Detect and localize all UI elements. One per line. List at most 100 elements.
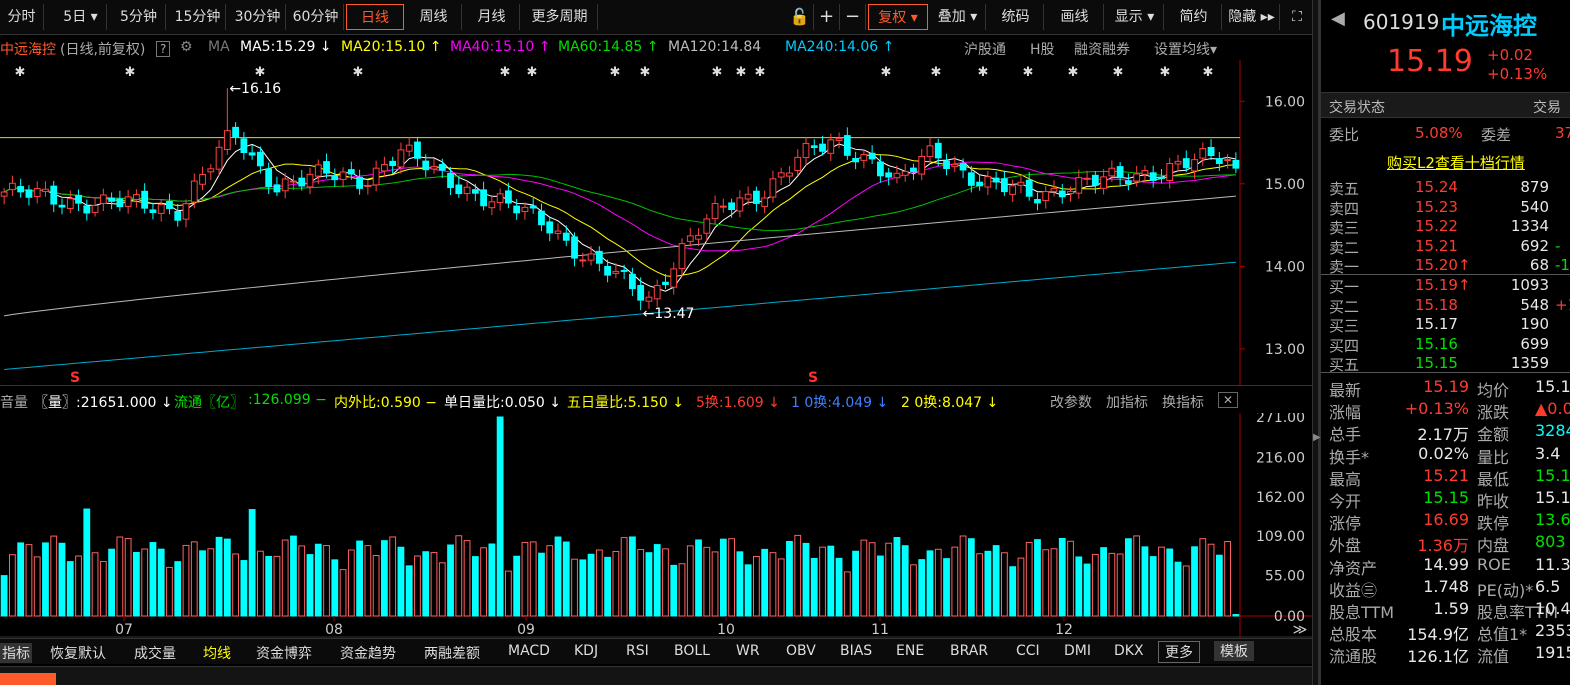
splitter-arrow-icon[interactable]: ▶ <box>1313 432 1321 443</box>
tab-monthly[interactable]: 月线 <box>464 4 520 30</box>
candle-body <box>686 235 694 242</box>
scroll-right-icon[interactable]: ≫ <box>1293 622 1308 638</box>
candle-body <box>653 284 661 300</box>
tab-daily[interactable]: 日线 <box>346 4 404 30</box>
volume-bar <box>1158 546 1165 617</box>
draw-line-button[interactable]: 画线 <box>1046 4 1104 30</box>
tab-30min[interactable]: 30分钟 <box>230 4 286 30</box>
tab-more[interactable]: 更多 <box>1158 641 1200 663</box>
vol-lt-label: 流通〖亿〗 <box>174 395 244 411</box>
fullscreen-icon[interactable]: ⛶ <box>1292 9 1302 25</box>
bid-row[interactable]: 买五 15.15 1359 <box>1329 354 1570 375</box>
candle-body <box>885 172 893 178</box>
volume-bar <box>298 545 306 617</box>
event-marker-icon: ✱ <box>736 65 747 80</box>
link-margin[interactable]: 融资融券 <box>1074 42 1130 58</box>
kline-chart[interactable]: 16.00 15.00 14.00 13.00 ←16.16 ←13.47 ✱ ✱ ✱ ✱ ✱ ✱ ✱ ✱… <box>0 60 1312 386</box>
tab-margin-diff[interactable]: 两融差额 <box>424 646 480 662</box>
ask-row[interactable]: 卖四 15.23 540 <box>1329 198 1570 219</box>
tab-5day[interactable]: 5日 ▾ <box>55 4 107 30</box>
tab-cci[interactable]: CCI <box>1016 643 1040 659</box>
volume-bar <box>223 538 231 617</box>
candle-body <box>711 203 719 220</box>
stat-value: 0.02% <box>1418 443 1469 463</box>
link-hshare[interactable]: H股 <box>1030 42 1055 58</box>
tab-15min[interactable]: 15分钟 <box>170 4 226 30</box>
help-icon[interactable]: ? <box>156 41 171 57</box>
link-switch-indicator[interactable]: 换指标 <box>1162 395 1204 411</box>
ask-row[interactable]: 卖五 15.24 879 <box>1329 178 1570 199</box>
tab-bias[interactable]: BIAS <box>840 643 873 659</box>
tab-ma[interactable]: 均线 <box>203 646 231 662</box>
tab-dkx[interactable]: DKX <box>1114 643 1144 659</box>
tab-rsi[interactable]: RSI <box>626 643 649 659</box>
ask-row[interactable]: 卖二 15.21 692 - <box>1329 237 1570 258</box>
tab-60min[interactable]: 60分钟 <box>288 4 344 30</box>
panel-splitter[interactable]: ▶ <box>1312 0 1321 685</box>
volume-bar <box>58 542 66 617</box>
candle-body <box>323 161 330 174</box>
volume-chart[interactable]: 271.00 216.00 162.00 109.00 55.00 0.00 07 08 09 1… <box>0 413 1312 638</box>
tab-weekly[interactable]: 周线 <box>406 4 462 30</box>
lock-icon[interactable]: 🔓 <box>786 4 814 30</box>
tab-fund-trend[interactable]: 资金趋势 <box>340 646 396 662</box>
vol-drlb: 单日量比:0.050 ↓ <box>444 395 561 411</box>
vol-h20: 2 0换:8.047 ↓ <box>901 395 999 411</box>
link-add-indicator[interactable]: 加指标 <box>1106 395 1148 411</box>
link-set-ma[interactable]: 设置均线▾ <box>1154 42 1218 58</box>
candle-body <box>207 168 215 173</box>
tab-timeshare[interactable]: 分时 <box>0 4 44 30</box>
tab-brar[interactable]: BRAR <box>950 643 989 659</box>
bid-row[interactable]: 买四 15.16 699 <box>1329 335 1570 356</box>
volume-bar <box>99 561 107 617</box>
candle-body <box>223 130 231 150</box>
zoom-out-icon[interactable]: − <box>840 4 866 30</box>
stat-label: 今开 <box>1329 492 1362 511</box>
tab-macd[interactable]: MACD <box>508 643 550 659</box>
bid-row[interactable]: 买一 15.19↑ 1093 <box>1329 276 1570 297</box>
stat-label-2: 跌停 <box>1477 514 1510 534</box>
restore-rights-label: 复权 <box>878 10 907 26</box>
tab-reset-default[interactable]: 恢复默认 <box>50 646 106 662</box>
volume-bar <box>877 555 884 617</box>
ask-row[interactable]: 卖一 15.20↑ 68 -1 <box>1329 256 1570 277</box>
volume-bar <box>42 542 49 617</box>
tab-wr[interactable]: WR <box>736 643 760 659</box>
tab-dmi[interactable]: DMI <box>1064 643 1091 659</box>
tab-template[interactable]: 模板 <box>1214 641 1254 661</box>
restore-rights-button[interactable]: 复权 ▾ <box>868 4 928 30</box>
tab-boll[interactable]: BOLL <box>674 643 710 659</box>
overlay-button[interactable]: 叠加 ▾ <box>930 4 986 30</box>
tab-fund-game[interactable]: 资金博弈 <box>256 646 312 662</box>
tab-more-periods[interactable]: 更多周期 <box>522 4 598 30</box>
tab-kdj[interactable]: KDJ <box>574 643 599 659</box>
tab-ene[interactable]: ENE <box>896 643 925 659</box>
ask-level: 卖二 <box>1329 238 1360 257</box>
zoom-in-icon[interactable]: + <box>814 4 840 30</box>
bid-row[interactable]: 买三 15.17 190 <box>1329 315 1570 336</box>
link-hsgt[interactable]: 沪股通 <box>964 42 1006 58</box>
display-button[interactable]: 显示 ▾ <box>1106 4 1164 30</box>
event-marker-icon: ✱ <box>527 65 538 80</box>
bid-row[interactable]: 买二 15.18 548 +1 <box>1329 296 1570 317</box>
tab-obv[interactable]: OBV <box>786 643 816 659</box>
candle-body <box>1199 148 1207 159</box>
simple-button[interactable]: 简约 <box>1166 4 1222 30</box>
close-indicator-icon[interactable]: ✕ <box>1218 392 1238 408</box>
back-icon[interactable]: ◀ <box>1331 8 1345 29</box>
stat-value: 16.69 <box>1423 510 1469 530</box>
ma-settings-icon[interactable]: ⚙ <box>180 39 193 55</box>
code-button[interactable]: 统码 <box>988 4 1044 30</box>
link-edit-params[interactable]: 改参数 <box>1050 395 1092 411</box>
l2-link[interactable]: 购买L2查看十档行情 <box>1387 154 1525 172</box>
stat-row: 净资产 14.99 ROE 11.37 <box>1329 555 1570 578</box>
bottom-active-tab[interactable] <box>0 673 56 685</box>
tab-5min[interactable]: 5分钟 <box>112 4 166 30</box>
tab-indicator[interactable]: 指标 <box>0 643 32 663</box>
candle-body <box>240 138 248 153</box>
stock-title: 中远海控 <box>1441 12 1537 40</box>
hide-button[interactable]: 隐藏 ▸▸ <box>1224 4 1280 30</box>
ask-row[interactable]: 卖三 15.22 1334 <box>1329 217 1570 238</box>
tab-volume[interactable]: 成交量 <box>134 646 176 662</box>
candle-body <box>281 178 289 192</box>
